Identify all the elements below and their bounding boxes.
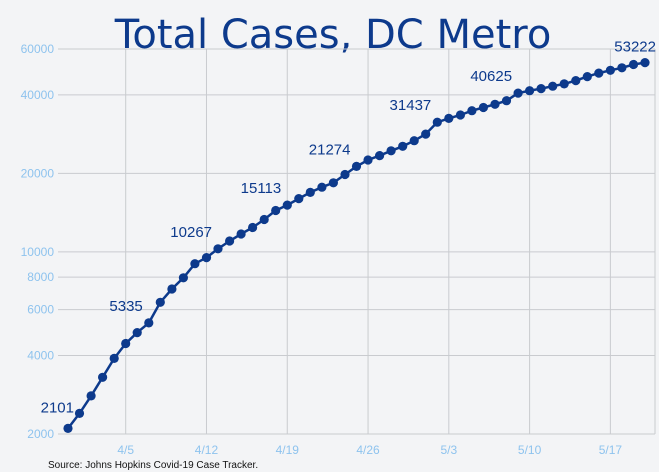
data-point (594, 68, 604, 78)
data-point (398, 141, 408, 151)
data-point (409, 136, 419, 146)
x-axis-ticks: 4/5 4/12 4/19 4/26 5/3 5/10 5/17 (117, 443, 622, 457)
data-point (98, 372, 108, 382)
data-point (74, 408, 85, 418)
data-point (548, 81, 558, 91)
data-point (605, 65, 616, 75)
y-tick-label: 8000 (27, 270, 54, 284)
y-tick-label: 60000 (21, 42, 55, 56)
data-point (582, 72, 592, 82)
data-point (178, 273, 188, 283)
data-point (132, 328, 142, 338)
data-point (121, 338, 131, 349)
data-point (375, 151, 385, 161)
x-tick-label: 4/19 (276, 443, 300, 457)
data-point (201, 253, 212, 263)
data-point (248, 222, 258, 233)
series-line (67, 61, 646, 430)
data-point (513, 88, 523, 98)
data-label: 21274 (309, 141, 351, 158)
x-tick-label: 4/12 (195, 443, 219, 457)
data-point (617, 63, 627, 73)
y-tick-label: 40000 (21, 88, 55, 102)
data-point (432, 117, 442, 127)
data-point (190, 259, 200, 269)
data-point (155, 297, 165, 307)
grid (58, 48, 656, 435)
data-point (640, 58, 650, 68)
series-total-cases (63, 58, 650, 433)
x-tick-label: 4/26 (356, 443, 380, 457)
data-point (340, 169, 350, 180)
data-point (490, 99, 500, 109)
data-label: 5335 (109, 298, 142, 315)
data-point (536, 84, 546, 94)
data-point (271, 205, 281, 216)
data-point (144, 318, 154, 328)
source-note: Source: Johns Hopkins Covid-19 Case Trac… (48, 460, 258, 471)
data-point (628, 59, 639, 70)
data-label: 40625 (470, 68, 512, 85)
chart-title: Total Cases, DC Metro (114, 12, 552, 58)
y-tick-label: 10000 (21, 245, 55, 259)
data-point (109, 353, 119, 363)
data-point (478, 102, 488, 113)
x-tick-label: 5/3 (440, 443, 457, 457)
data-point (421, 129, 431, 139)
data-point (559, 79, 569, 89)
y-axis-ticks: 2000 4000 6000 8000 10000 20000 40000 60000 (21, 42, 55, 441)
data-point (167, 284, 177, 294)
data-point (317, 182, 327, 192)
data-point (328, 178, 338, 188)
data-point (225, 236, 235, 246)
data-point (282, 200, 292, 210)
data-label: 53222 (614, 39, 656, 56)
data-point (386, 146, 396, 156)
data-point (294, 194, 304, 204)
x-tick-label: 5/10 (518, 443, 542, 457)
data-point (63, 423, 73, 433)
data-point (363, 155, 373, 165)
data-point (501, 96, 512, 106)
y-tick-label: 4000 (27, 349, 54, 363)
data-point (571, 76, 581, 86)
data-point (259, 214, 269, 225)
data-point (305, 187, 315, 197)
data-point (525, 86, 535, 96)
y-tick-label: 2000 (27, 427, 54, 441)
data-point (236, 229, 246, 239)
data-label: 10267 (170, 224, 212, 241)
data-label: 15113 (241, 180, 282, 197)
data-label: 2101 (41, 399, 74, 416)
data-label: 31437 (390, 97, 432, 114)
x-tick-label: 5/17 (599, 443, 623, 457)
data-point (351, 161, 362, 171)
y-tick-label: 20000 (21, 166, 55, 180)
data-labels: 2101 5335 10267 15113 21274 31437 40625 53222 (41, 39, 656, 417)
data-point (86, 391, 96, 401)
data-point (467, 106, 477, 116)
data-point (455, 110, 465, 120)
data-point (213, 244, 223, 254)
y-tick-label: 6000 (27, 303, 54, 317)
x-tick-label: 4/5 (117, 443, 134, 457)
data-point (444, 113, 454, 123)
